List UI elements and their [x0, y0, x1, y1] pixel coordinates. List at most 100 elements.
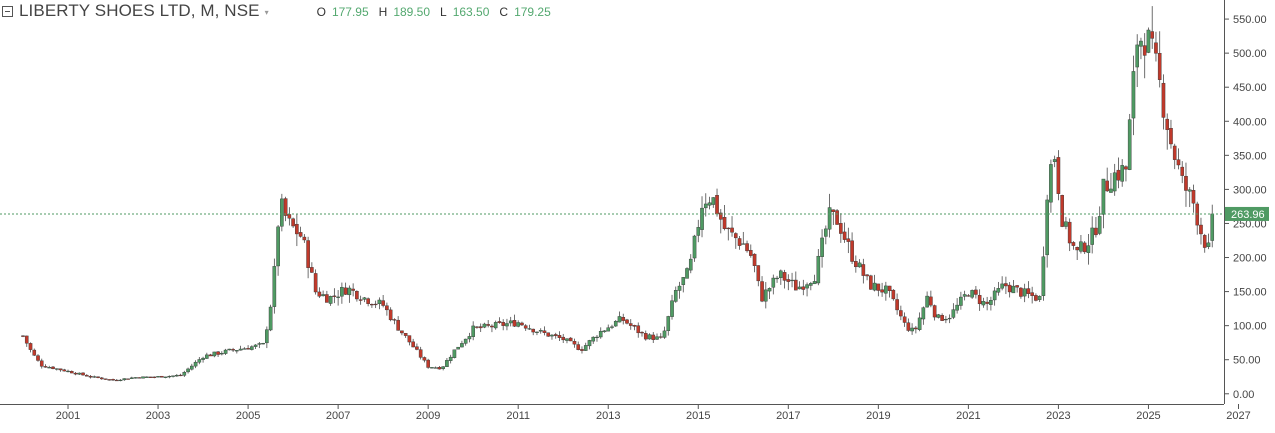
candle-down[interactable] [1165, 118, 1170, 130]
candle-down[interactable] [1184, 175, 1188, 191]
candle-up[interactable] [1101, 178, 1106, 215]
candle-up[interactable] [156, 376, 160, 378]
candle-up[interactable] [257, 343, 262, 345]
candle-down[interactable] [152, 376, 157, 378]
candle-down[interactable] [1067, 221, 1072, 244]
candle-down[interactable] [1202, 235, 1207, 248]
candle-up[interactable] [1120, 165, 1124, 182]
candle-down[interactable] [966, 295, 971, 297]
candle-down[interactable] [291, 218, 295, 227]
candle-down[interactable] [148, 376, 153, 378]
candle-up[interactable] [122, 378, 127, 381]
candle-up[interactable] [227, 348, 232, 351]
candle-down[interactable] [794, 279, 798, 291]
candle-up[interactable] [685, 268, 689, 279]
candle-up[interactable] [265, 329, 269, 344]
candle-up[interactable] [1090, 227, 1094, 245]
candle-up[interactable] [565, 338, 569, 341]
candle-down[interactable] [891, 289, 896, 300]
candle-up[interactable] [910, 327, 914, 332]
candle-down[interactable] [422, 357, 427, 361]
candle-down[interactable] [643, 333, 648, 340]
candle-up[interactable] [201, 357, 205, 360]
candle-up[interactable] [141, 376, 145, 379]
candle-up[interactable] [471, 325, 475, 337]
candle-up[interactable] [1139, 40, 1143, 47]
candle-up[interactable] [197, 359, 202, 363]
candle-up[interactable] [812, 281, 817, 285]
candle-down[interactable] [745, 243, 749, 252]
candle-down[interactable] [160, 375, 164, 378]
candle-up[interactable] [1000, 283, 1004, 289]
candle-down[interactable] [62, 369, 67, 372]
candle-up[interactable] [253, 344, 258, 347]
candle-up[interactable] [587, 340, 592, 347]
candle-down[interactable] [81, 372, 85, 376]
candle-down[interactable] [733, 233, 738, 239]
candle-up[interactable] [175, 375, 179, 377]
candle-up[interactable] [827, 207, 832, 230]
candle-down[interactable] [932, 305, 937, 318]
candle-down[interactable] [906, 322, 911, 331]
candle-up[interactable] [700, 207, 704, 230]
candle-down[interactable] [1094, 227, 1098, 236]
candle-down[interactable] [718, 212, 723, 220]
candle-up[interactable] [340, 287, 344, 297]
candle-up[interactable] [681, 277, 686, 285]
candle-down[interactable] [418, 349, 423, 358]
candle-up[interactable] [820, 237, 824, 257]
candle-down[interactable] [111, 379, 115, 381]
candle-down[interactable] [381, 300, 385, 306]
candle-down[interactable] [96, 376, 100, 378]
candle-down[interactable] [628, 323, 633, 326]
candle-up[interactable] [610, 326, 614, 328]
candle-down[interactable] [869, 275, 873, 290]
candle-down[interactable] [317, 291, 322, 297]
candle-down[interactable] [1150, 31, 1155, 39]
candle-down[interactable] [114, 379, 119, 382]
candle-down[interactable] [752, 253, 757, 266]
candle-up[interactable] [711, 197, 716, 205]
candle-down[interactable] [126, 378, 130, 380]
candle-down[interactable] [1169, 128, 1173, 145]
candle-down[interactable] [21, 335, 25, 337]
candle-down[interactable] [572, 341, 577, 345]
candle-down[interactable] [625, 319, 629, 324]
candle-down[interactable] [388, 309, 393, 321]
candle-up[interactable] [280, 198, 284, 227]
candle-down[interactable] [490, 325, 494, 328]
candle-up[interactable] [707, 202, 712, 206]
candle-down[interactable] [839, 223, 843, 234]
candle-up[interactable] [947, 317, 952, 320]
candle-down[interactable] [1105, 180, 1109, 192]
candle-down[interactable] [929, 296, 933, 306]
candle-down[interactable] [310, 267, 314, 273]
candle-down[interactable] [1116, 169, 1121, 181]
candle-up[interactable] [508, 320, 513, 324]
candle-down[interactable] [880, 289, 884, 293]
candle-down[interactable] [51, 366, 55, 370]
candle-up[interactable] [336, 296, 340, 298]
candle-down[interactable] [542, 330, 547, 333]
candle-up[interactable] [970, 290, 974, 298]
candle-down[interactable] [895, 299, 899, 311]
candle-down[interactable] [99, 377, 104, 380]
candle-down[interactable] [1075, 247, 1079, 251]
candle-down[interactable] [231, 349, 235, 351]
candle-down[interactable] [557, 335, 562, 338]
candle-down[interactable] [520, 322, 524, 326]
candle-up[interactable] [1049, 164, 1053, 203]
candle-up[interactable] [936, 314, 941, 318]
candle-down[interactable] [486, 324, 490, 326]
candle-up[interactable] [872, 282, 877, 291]
candle-down[interactable] [977, 295, 982, 305]
candle-up[interactable] [238, 348, 243, 351]
candle-down[interactable] [313, 273, 318, 293]
candle-up[interactable] [448, 356, 453, 361]
candle-down[interactable] [1161, 82, 1166, 118]
candle-down[interactable] [722, 217, 727, 229]
candle-up[interactable] [535, 331, 539, 333]
candle-up[interactable] [951, 309, 956, 318]
candle-up[interactable] [1112, 172, 1117, 192]
candle-down[interactable] [1157, 53, 1162, 80]
